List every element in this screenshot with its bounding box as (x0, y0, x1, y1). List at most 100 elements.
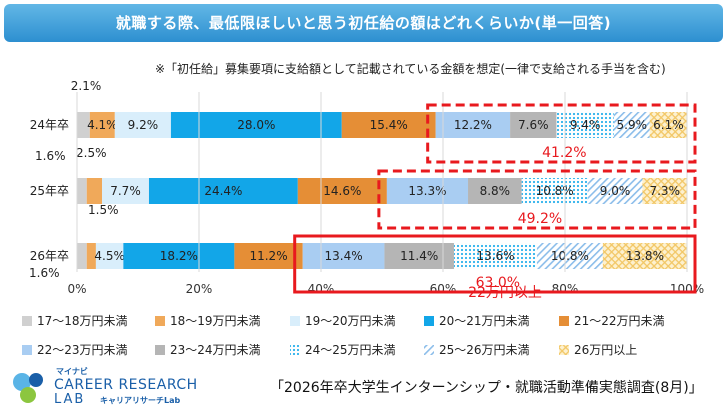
bar-segment (86, 178, 103, 204)
data-label: 2.5% (76, 146, 107, 160)
highlight-box (426, 103, 697, 164)
data-label: 14.6% (323, 184, 361, 198)
legend-label: 25～26万円未満 (439, 343, 530, 357)
data-label: 1.6% (35, 149, 66, 163)
data-label: 12.2% (454, 118, 492, 132)
data-label: 10.8% (551, 249, 589, 263)
survey-title: 「2026年卒大学生インターンシップ・就職活動準備実態調査(8月)」 (270, 380, 703, 396)
legend-swatch (290, 345, 300, 355)
logo-mynavi: マイナビ (56, 367, 88, 376)
legend-swatch (559, 345, 569, 355)
data-label: 28.0% (237, 118, 275, 132)
bar-segment (613, 112, 650, 138)
legend-swatch (22, 316, 32, 326)
logo-subtitle: キャリアリサーチLab (100, 396, 181, 405)
legend-label: 18～19万円未満 (170, 314, 261, 328)
highlight-box (293, 234, 697, 294)
bar-segment (89, 112, 115, 138)
chart-title: 就職する際、最低限ほしいと思う初任給の額はどれくらいか(単一回答) (4, 4, 723, 42)
data-label: 13.8% (626, 249, 664, 263)
bar-segment (510, 112, 557, 138)
data-label: 6.1% (653, 118, 684, 132)
bar-segment (536, 243, 603, 269)
highlight-caption: 22万円以上 (468, 285, 542, 301)
bar-segment (302, 243, 385, 269)
legend-label: 20～21万円未満 (439, 314, 530, 328)
legend-swatch (155, 316, 165, 326)
bar-segment (386, 178, 469, 204)
bar-segment (649, 112, 687, 138)
legend-swatch (424, 316, 434, 326)
bar-segment (77, 112, 90, 138)
bar-segment (341, 112, 436, 138)
category-label: 24年卒 (30, 118, 69, 132)
data-label: 9.2% (128, 118, 159, 132)
data-label: 15.4% (370, 118, 408, 132)
data-label: 1.5% (88, 203, 119, 217)
highlight-box (377, 169, 697, 230)
data-label: 11.4% (400, 249, 438, 263)
data-label: 9.4% (570, 118, 601, 132)
data-label: 4.1% (87, 118, 118, 132)
data-label: 13.6% (476, 249, 514, 263)
bar-segment (642, 178, 687, 204)
legend-label: 23～24万円未満 (170, 343, 261, 357)
category-label: 26年卒 (30, 249, 69, 263)
data-label: 10.8% (536, 184, 574, 198)
x-tick-label: 40% (308, 282, 335, 296)
career-research-lab-logo: マイナビ CAREER RESEARCH LAB キャリアリサーチLab (8, 367, 228, 408)
data-label: 4.5% (94, 249, 125, 263)
logo-lab: LAB (54, 392, 86, 407)
data-label: 7.7% (110, 184, 141, 198)
bar-segment (234, 243, 303, 269)
legend-swatch (155, 345, 165, 355)
category-label: 25年卒 (30, 184, 69, 198)
legend-label: 22～23万円未満 (37, 343, 128, 357)
legend-swatch (559, 316, 569, 326)
legend-label: 19～20万円未満 (305, 314, 396, 328)
highlight-label: 41.2% (542, 145, 586, 161)
bar-segment (86, 243, 96, 269)
data-label: 11.2% (249, 249, 287, 263)
x-tick-label: 80% (552, 282, 579, 296)
data-label: 24.4% (204, 184, 242, 198)
bar-segment (123, 243, 235, 269)
data-label: 2.1% (71, 79, 102, 93)
bar-segment (468, 178, 522, 204)
data-label: 13.4% (325, 249, 363, 263)
highlight-label: 63.0% (476, 275, 520, 291)
x-tick-label: 0% (67, 282, 86, 296)
x-tick-label: 20% (186, 282, 213, 296)
bar-segment (77, 243, 87, 269)
bar-segment (602, 243, 687, 269)
chart-note: ※「初任給」募集要項に支給額として記載されている金額を想定(一律で支給される手当… (155, 62, 666, 76)
bar-segment (114, 112, 171, 138)
data-label: 1.6% (29, 266, 60, 280)
bar-segment (297, 178, 387, 204)
logo-career-research: CAREER RESEARCH (54, 377, 198, 393)
x-tick-label: 60% (430, 282, 457, 296)
bar-segment (95, 243, 124, 269)
data-label: 8.8% (480, 184, 511, 198)
bar-segment (587, 178, 643, 204)
data-label: 18.2% (160, 249, 198, 263)
highlight-label: 49.2% (518, 211, 562, 227)
data-label: 7.6% (518, 118, 549, 132)
data-label: 5.9% (617, 118, 648, 132)
legend-label: 26万円以上 (574, 343, 637, 357)
legend-swatch (22, 345, 32, 355)
bar-segment (102, 178, 149, 204)
x-tick-label: 100% (670, 282, 704, 296)
legend-label: 21～22万円未満 (574, 314, 665, 328)
bar-segment (435, 112, 511, 138)
bar-segment (148, 178, 298, 204)
bar-segment (521, 178, 588, 204)
logo-icon (13, 373, 43, 403)
data-label: 9.0% (600, 184, 631, 198)
legend-swatch (290, 316, 300, 326)
bar-segment (77, 178, 87, 204)
bar-segment (556, 112, 614, 138)
legend-swatch (424, 345, 434, 355)
